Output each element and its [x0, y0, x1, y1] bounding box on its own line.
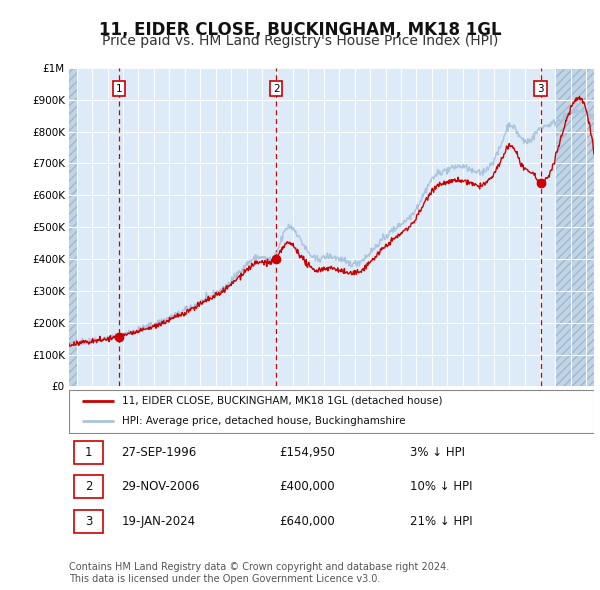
- Text: 27-SEP-1996: 27-SEP-1996: [121, 445, 197, 458]
- FancyBboxPatch shape: [74, 475, 103, 498]
- FancyBboxPatch shape: [74, 441, 103, 464]
- FancyBboxPatch shape: [74, 510, 103, 533]
- Text: 3: 3: [538, 84, 544, 94]
- Text: 10% ↓ HPI: 10% ↓ HPI: [410, 480, 473, 493]
- Text: £640,000: £640,000: [279, 514, 335, 527]
- Text: 19-JAN-2024: 19-JAN-2024: [121, 514, 196, 527]
- Text: 2: 2: [273, 84, 280, 94]
- Text: HPI: Average price, detached house, Buckinghamshire: HPI: Average price, detached house, Buck…: [121, 417, 405, 426]
- Bar: [556, 68, 594, 386]
- Text: 29-NOV-2006: 29-NOV-2006: [121, 480, 200, 493]
- Text: 2: 2: [85, 480, 92, 493]
- Text: 11, EIDER CLOSE, BUCKINGHAM, MK18 1GL (detached house): 11, EIDER CLOSE, BUCKINGHAM, MK18 1GL (d…: [121, 396, 442, 406]
- Text: 11, EIDER CLOSE, BUCKINGHAM, MK18 1GL: 11, EIDER CLOSE, BUCKINGHAM, MK18 1GL: [98, 21, 502, 39]
- Text: 21% ↓ HPI: 21% ↓ HPI: [410, 514, 473, 527]
- FancyBboxPatch shape: [69, 391, 594, 433]
- Text: 1: 1: [85, 445, 92, 458]
- Text: 3: 3: [85, 514, 92, 527]
- Text: £400,000: £400,000: [279, 480, 335, 493]
- Text: £154,950: £154,950: [279, 445, 335, 458]
- Text: 1: 1: [116, 84, 122, 94]
- Bar: [69, 68, 77, 386]
- Text: Price paid vs. HM Land Registry's House Price Index (HPI): Price paid vs. HM Land Registry's House …: [102, 34, 498, 48]
- Text: Contains HM Land Registry data © Crown copyright and database right 2024.
This d: Contains HM Land Registry data © Crown c…: [69, 562, 449, 584]
- Text: 3% ↓ HPI: 3% ↓ HPI: [410, 445, 465, 458]
